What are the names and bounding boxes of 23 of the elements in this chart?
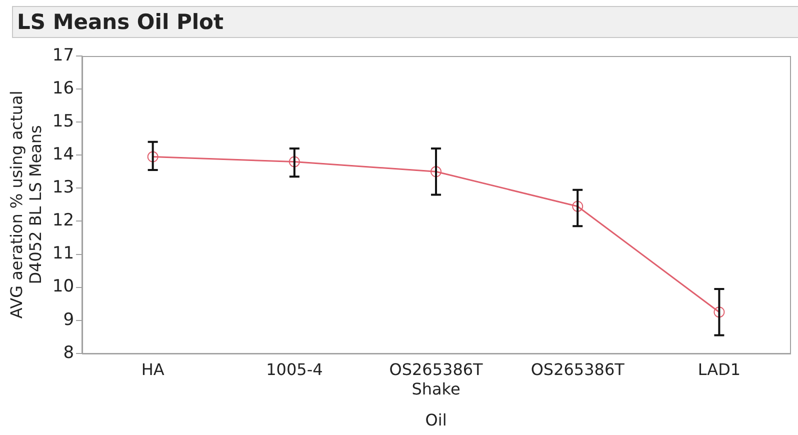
y-tick-label: 15 [52, 112, 74, 132]
point [288, 156, 300, 168]
y-tick-label: 11 [52, 244, 74, 264]
y-axis-title: AVG aeration % using actual D4052 BL LS Means [6, 90, 45, 319]
x-axis-title: Oil [425, 410, 447, 430]
point [147, 151, 158, 162]
y-tick-label: 12 [52, 210, 74, 231]
y-tick-label: 16 [52, 78, 74, 98]
x-tick-label: 1005-4 [266, 360, 323, 380]
x-tick-label: LAD1 [698, 360, 741, 380]
point [572, 200, 584, 212]
y-tick-label: 9 [63, 310, 74, 330]
point [714, 306, 725, 318]
y-tick-label: 14 [52, 144, 74, 165]
y-tick-label: 13 [52, 178, 74, 198]
x-tick-label: HA [141, 360, 164, 380]
x-tick-label: OS265386T [530, 360, 625, 380]
chart-title: LS Means Oil Plot [12, 6, 798, 38]
x-tick-label: OS265386T Shake [389, 360, 484, 398]
y-tick-label: 17 [52, 45, 74, 66]
y-tick-label: 8 [63, 342, 74, 363]
point [430, 166, 442, 178]
y-tick-label: 10 [52, 276, 74, 297]
